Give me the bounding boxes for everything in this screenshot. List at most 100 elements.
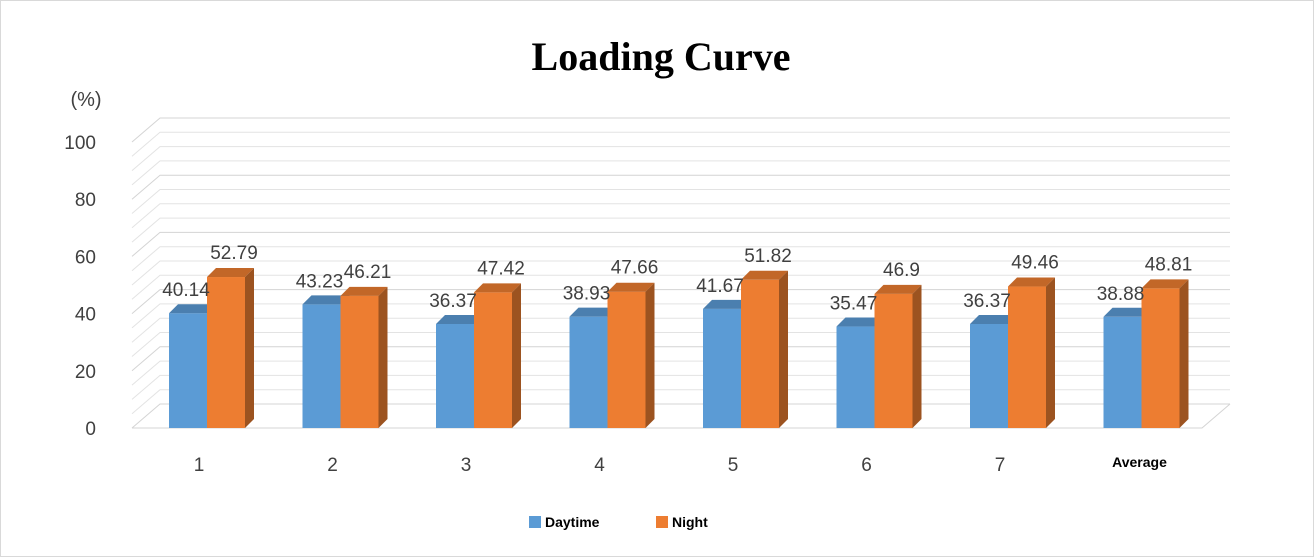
bar-front-face [836, 326, 875, 428]
y-tick-label: 0 [85, 419, 96, 440]
x-axis-ticks: 1 2 3 4 5 6 7 Average [194, 454, 1167, 476]
x-tick-label: 7 [995, 455, 1006, 476]
bar-night-2 [340, 286, 388, 428]
bar-top-face [436, 314, 483, 324]
bar-top-face [1008, 277, 1055, 287]
bar-night-average [1141, 279, 1189, 428]
bar-night-6 [874, 284, 922, 428]
major-gridline [131, 289, 1230, 314]
data-label: 46.9 [883, 260, 920, 281]
bar-front-face [169, 313, 207, 428]
bar-top-face [1141, 279, 1189, 289]
data-label: 36.37 [429, 291, 477, 312]
minor-gridline [131, 203, 1230, 229]
bar-night-7 [1008, 277, 1055, 428]
x-tick-label: 5 [728, 455, 739, 476]
bar-top-face [302, 295, 350, 305]
data-label: 35.47 [830, 294, 878, 315]
minor-gridline [131, 217, 1230, 243]
bar-front-face [340, 295, 379, 428]
bar-front-face [607, 291, 646, 428]
minor-gridline [131, 146, 1230, 171]
bars [169, 268, 1189, 428]
bar-front-face [741, 279, 779, 428]
bar-front-face [703, 308, 741, 428]
bar-top-face [836, 317, 884, 327]
legend-label: Night [672, 514, 708, 530]
major-gridline [131, 231, 1230, 257]
bar-front-face [1141, 288, 1180, 428]
y-tick-label: 80 [75, 190, 96, 211]
data-label: 49.46 [1011, 253, 1059, 274]
y-axis-ticks: 0 20 40 60 80 100 [64, 133, 96, 440]
data-label: 48.81 [1145, 254, 1193, 275]
bar-top-face [569, 307, 617, 317]
bar-side-face [1179, 279, 1189, 428]
bar-front-face [874, 293, 913, 428]
bar-top-face [169, 304, 216, 314]
bar-front-face [1008, 286, 1046, 428]
legend-swatch [529, 516, 541, 528]
y-tick-label: 100 [64, 133, 96, 154]
x-tick-label: 4 [594, 455, 605, 476]
data-label: 40.14 [162, 280, 210, 301]
x-tick-label: 1 [194, 455, 205, 476]
bar-side-face [245, 268, 254, 428]
data-label: 38.88 [1097, 284, 1145, 305]
legend-item-daytime: Daytime [529, 514, 600, 530]
y-tick-label: 40 [75, 305, 96, 326]
data-label: 38.93 [563, 284, 611, 305]
minor-gridline [131, 189, 1230, 214]
y-tick-label: 20 [75, 362, 96, 383]
bar-night-3 [474, 283, 521, 428]
bar-side-face [378, 286, 388, 428]
bar-side-face [512, 283, 521, 428]
bar-night-4 [607, 282, 655, 428]
minor-gridline [131, 303, 1230, 329]
bar-night-5 [741, 270, 788, 428]
bar-top-face [970, 314, 1017, 324]
bar-top-face [207, 268, 254, 278]
x-tick-label: Average [1112, 454, 1167, 470]
bar-top-face [607, 282, 655, 292]
bar-side-face [1046, 277, 1055, 428]
data-label: 47.42 [477, 258, 525, 279]
minor-gridline [131, 131, 1230, 157]
bar-front-face [569, 316, 608, 428]
y-axis-unit-label: (%) [70, 89, 101, 111]
bar-side-face [645, 282, 655, 428]
data-label: 52.79 [210, 243, 258, 264]
minor-gridline [131, 246, 1230, 272]
bar-top-face [1103, 307, 1151, 317]
data-label: 47.66 [611, 258, 659, 279]
legend-item-night: Night [656, 514, 708, 530]
bar-side-face [912, 284, 922, 428]
bar-front-face [1103, 316, 1142, 428]
bar-front-face [207, 277, 245, 428]
bar-front-face [436, 323, 474, 428]
minor-gridline [131, 160, 1230, 186]
x-tick-label: 3 [461, 455, 472, 476]
bar-top-face [340, 286, 388, 296]
bar-top-face [474, 283, 521, 293]
bar-side-face [779, 270, 788, 428]
x-tick-label: 2 [327, 455, 338, 476]
bar-top-face [703, 299, 750, 309]
y-tick-label: 60 [75, 247, 96, 268]
legend-swatch [656, 516, 668, 528]
data-label: 43.23 [296, 271, 344, 292]
bar-front-face [302, 304, 341, 428]
minor-gridline [131, 274, 1230, 300]
data-label: 51.82 [744, 246, 792, 267]
bar-front-face [970, 323, 1008, 428]
bar-night-1 [207, 268, 254, 428]
bar-top-face [874, 284, 922, 294]
data-label: 36.37 [963, 291, 1011, 312]
data-label: 41.67 [696, 276, 744, 297]
major-gridline [131, 174, 1230, 200]
bar-top-face [741, 270, 788, 280]
legend: Daytime Night [529, 514, 708, 530]
